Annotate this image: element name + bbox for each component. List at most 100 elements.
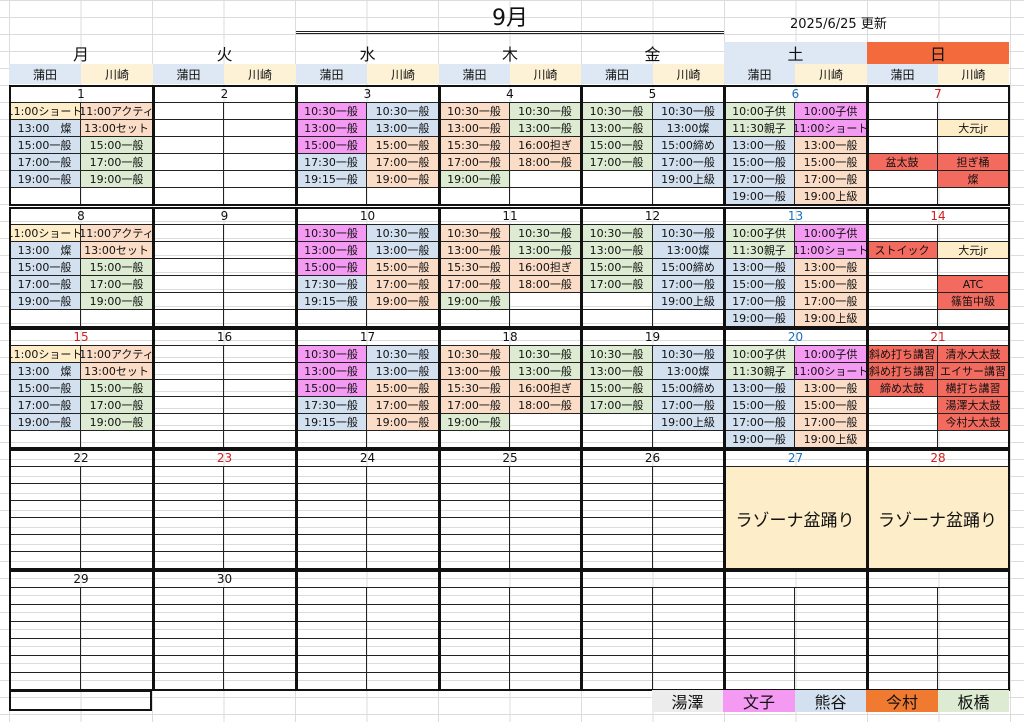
date-label: 27 (724, 449, 867, 467)
schedule-cell: 17:30一般 (296, 154, 367, 171)
schedule-cell: 15:00一般 (9, 380, 81, 397)
empty-cell (795, 656, 867, 673)
schedule-cell: 13:00一般 (724, 259, 795, 276)
legend-item: 湯澤 (652, 690, 723, 712)
schedule-cell: 10:30一般 (296, 225, 367, 242)
date-label: 7 (867, 85, 1009, 103)
schedule-cell: 10:00子供 (724, 225, 795, 242)
schedule-cell (867, 188, 938, 205)
empty-cell (653, 605, 724, 622)
schedule-cell (510, 188, 581, 205)
date-label: 9 (153, 207, 296, 225)
date-label: 5 (581, 85, 724, 103)
empty-cell (581, 622, 653, 639)
legend-item: 板橋 (938, 690, 1009, 712)
empty-cell (367, 535, 439, 552)
schedule-cell: 19:00上級 (795, 310, 867, 327)
empty-cell (367, 501, 439, 518)
schedule-cell: 17:00一般 (795, 414, 867, 431)
schedule-cell: 17:00一般 (81, 276, 153, 293)
schedule-cell: 17:00一般 (724, 293, 795, 310)
empty-cell (153, 552, 224, 569)
schedule-cell: 担ぎ桶 (938, 154, 1009, 171)
schedule-cell: 斜め打ち講習 (867, 363, 938, 380)
schedule-cell (581, 293, 653, 310)
empty-cell (9, 622, 81, 639)
empty-cell (9, 518, 81, 535)
schedule-cell: 19:00一般 (367, 414, 439, 431)
schedule-cell (867, 171, 938, 188)
empty-cell (9, 588, 81, 605)
schedule-cell: 17:00一般 (581, 276, 653, 293)
date-label (724, 570, 867, 588)
header-kamata: 蒲田 (867, 64, 938, 84)
schedule-cell (153, 137, 224, 154)
empty-cell (224, 518, 296, 535)
empty-cell (81, 656, 153, 673)
schedule-cell: 13:00一般 (795, 137, 867, 154)
empty-cell (724, 605, 795, 622)
date-label: 6 (724, 85, 867, 103)
schedule-cell (153, 242, 224, 259)
schedule-cell (153, 225, 224, 242)
empty-cell (653, 484, 724, 501)
empty-cell (439, 535, 510, 552)
schedule-cell (224, 431, 296, 448)
schedule-cell (153, 397, 224, 414)
day-header: 金 (644, 45, 661, 64)
schedule-cell: 10:30一般 (510, 346, 581, 363)
empty-cell (367, 484, 439, 501)
date-label: 2 (153, 85, 296, 103)
schedule-cell: 17:00一般 (367, 154, 439, 171)
empty-cell (296, 501, 367, 518)
schedule-cell: 13:00燦 (653, 242, 724, 259)
schedule-cell: 10:30一般 (296, 103, 367, 120)
date-label: 23 (153, 449, 296, 467)
schedule-cell (224, 310, 296, 327)
empty-cell (296, 484, 367, 501)
empty-cell (724, 673, 795, 690)
date-label: 20 (724, 328, 867, 346)
schedule-cell: 19:15一般 (296, 293, 367, 310)
date-label: 11 (439, 207, 581, 225)
schedule-cell (153, 414, 224, 431)
schedule-cell: 10:30一般 (581, 103, 653, 120)
empty-cell (153, 518, 224, 535)
empty-cell (724, 588, 795, 605)
schedule-cell (510, 414, 581, 431)
empty-cell (9, 552, 81, 569)
header-kamata: 蒲田 (153, 64, 224, 84)
legend-item: 熊谷 (795, 690, 866, 712)
empty-cell (510, 605, 581, 622)
empty-cell (224, 484, 296, 501)
schedule-cell (653, 310, 724, 327)
empty-cell (653, 518, 724, 535)
empty-cell (224, 622, 296, 639)
day-header: 月 (72, 45, 89, 64)
schedule-cell: 19:00一般 (9, 171, 81, 188)
schedule-cell: 湯澤大太鼓 (938, 397, 1009, 414)
schedule-cell (867, 225, 938, 242)
schedule-cell: 11:00アクティ (81, 346, 153, 363)
schedule-cell: 11:00ショート (9, 225, 81, 242)
schedule-cell (867, 293, 938, 310)
empty-cell (653, 673, 724, 690)
schedule-cell: 19:00一般 (9, 414, 81, 431)
schedule-cell (224, 293, 296, 310)
empty-cell (9, 673, 81, 690)
schedule-cell: 13:00一般 (367, 242, 439, 259)
schedule-cell: 18:00一般 (510, 276, 581, 293)
schedule-cell: 10:30一般 (581, 225, 653, 242)
header-kawasaki: 川崎 (795, 64, 867, 84)
schedule-cell (296, 310, 367, 327)
schedule-cell: 13:00一般 (296, 363, 367, 380)
empty-cell (724, 639, 795, 656)
header-kawasaki: 川崎 (938, 64, 1009, 84)
schedule-cell (439, 431, 510, 448)
schedule-cell (224, 120, 296, 137)
event-bon-odori: ラゾーナ盆踊り (867, 467, 1009, 569)
date-label: 22 (9, 449, 153, 467)
schedule-cell: 15:00一般 (367, 259, 439, 276)
schedule-cell (9, 310, 81, 327)
